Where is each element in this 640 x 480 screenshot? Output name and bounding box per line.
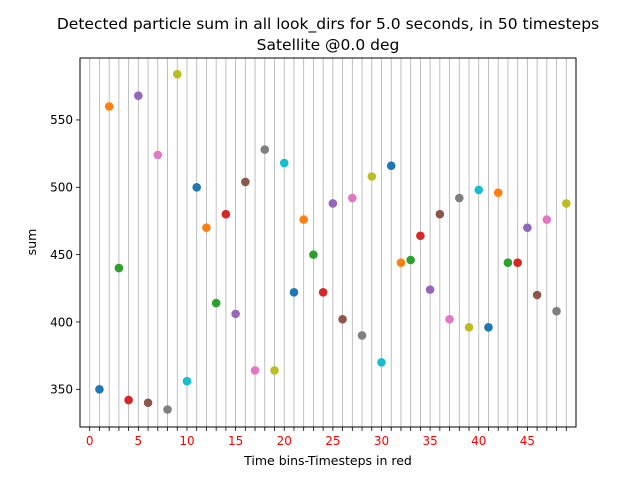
x-tick-label-40: 40 bbox=[471, 434, 486, 448]
x-axis-label: Time bins-Timesteps in red bbox=[243, 453, 412, 468]
data-point-15 bbox=[231, 309, 240, 319]
data-point-7 bbox=[153, 150, 163, 160]
data-point-36 bbox=[435, 209, 445, 219]
x-tick-label-45: 45 bbox=[520, 434, 535, 448]
data-point-5 bbox=[134, 91, 143, 101]
data-point-43 bbox=[503, 258, 513, 268]
data-point-10 bbox=[182, 376, 192, 386]
chart-title-line1: Detected particle sum in all look_dirs f… bbox=[57, 15, 599, 34]
data-point-14 bbox=[221, 209, 231, 219]
x-tick-label-15: 15 bbox=[228, 434, 243, 448]
data-point-48 bbox=[552, 306, 561, 316]
data-point-1 bbox=[95, 384, 104, 394]
x-tick-label-20: 20 bbox=[277, 434, 292, 448]
y-tick-label-350: 350 bbox=[50, 383, 73, 397]
data-point-13 bbox=[211, 298, 221, 308]
y-tick-label-400: 400 bbox=[50, 315, 73, 329]
data-point-33 bbox=[406, 255, 415, 265]
x-tick-label-5: 5 bbox=[135, 434, 143, 448]
data-point-26 bbox=[338, 314, 347, 324]
data-point-12 bbox=[202, 223, 211, 232]
data-point-39 bbox=[464, 323, 474, 332]
data-point-19 bbox=[270, 366, 279, 375]
data-point-28 bbox=[357, 331, 367, 340]
data-point-31 bbox=[386, 161, 396, 171]
data-point-17 bbox=[250, 366, 260, 375]
x-tick-label-30: 30 bbox=[374, 434, 389, 448]
data-point-45 bbox=[523, 223, 532, 232]
data-point-25 bbox=[328, 199, 338, 208]
data-point-40 bbox=[474, 185, 484, 195]
y-axis-label: sum bbox=[24, 229, 39, 256]
data-point-4 bbox=[124, 395, 133, 405]
data-point-32 bbox=[396, 258, 406, 268]
data-point-29 bbox=[367, 172, 377, 181]
data-point-42 bbox=[493, 188, 503, 197]
data-point-11 bbox=[192, 182, 202, 192]
y-tick-label-500: 500 bbox=[50, 181, 73, 195]
data-point-35 bbox=[425, 285, 435, 294]
data-point-18 bbox=[260, 145, 270, 154]
data-point-2 bbox=[104, 102, 114, 111]
data-point-34 bbox=[416, 231, 425, 241]
data-point-41 bbox=[484, 323, 493, 332]
y-tick-label-550: 550 bbox=[50, 113, 73, 127]
grid-lines bbox=[89, 58, 567, 427]
data-points bbox=[95, 69, 571, 414]
x-tick-label-25: 25 bbox=[325, 434, 340, 448]
plot-area-frame bbox=[79, 57, 577, 428]
x-tick-label-0: 0 bbox=[86, 434, 94, 448]
y-tick-label-450: 450 bbox=[50, 248, 73, 262]
data-point-20 bbox=[279, 158, 289, 168]
data-point-38 bbox=[454, 193, 464, 203]
data-point-49 bbox=[561, 199, 571, 208]
data-point-21 bbox=[289, 288, 299, 297]
data-point-27 bbox=[348, 193, 357, 203]
data-point-16 bbox=[241, 177, 250, 187]
data-point-9 bbox=[172, 69, 182, 79]
x-tick-label-35: 35 bbox=[422, 434, 437, 448]
data-point-22 bbox=[299, 215, 308, 224]
data-point-3 bbox=[114, 263, 124, 273]
x-tick-label-10: 10 bbox=[179, 434, 194, 448]
data-point-30 bbox=[377, 358, 386, 367]
data-point-46 bbox=[532, 290, 542, 300]
data-point-47 bbox=[542, 215, 552, 224]
y-axis: 350 400 450 500 550 bbox=[50, 113, 80, 397]
data-point-8 bbox=[163, 405, 172, 414]
data-point-24 bbox=[318, 288, 328, 297]
data-point-6 bbox=[143, 398, 153, 408]
chart-title-line2: Satellite @0.0 deg bbox=[257, 36, 400, 54]
data-point-44 bbox=[513, 258, 522, 268]
x-axis: 0 5 10 15 20 25 30 35 40 45 bbox=[86, 427, 567, 448]
data-point-23 bbox=[309, 250, 318, 259]
data-point-37 bbox=[445, 314, 454, 324]
